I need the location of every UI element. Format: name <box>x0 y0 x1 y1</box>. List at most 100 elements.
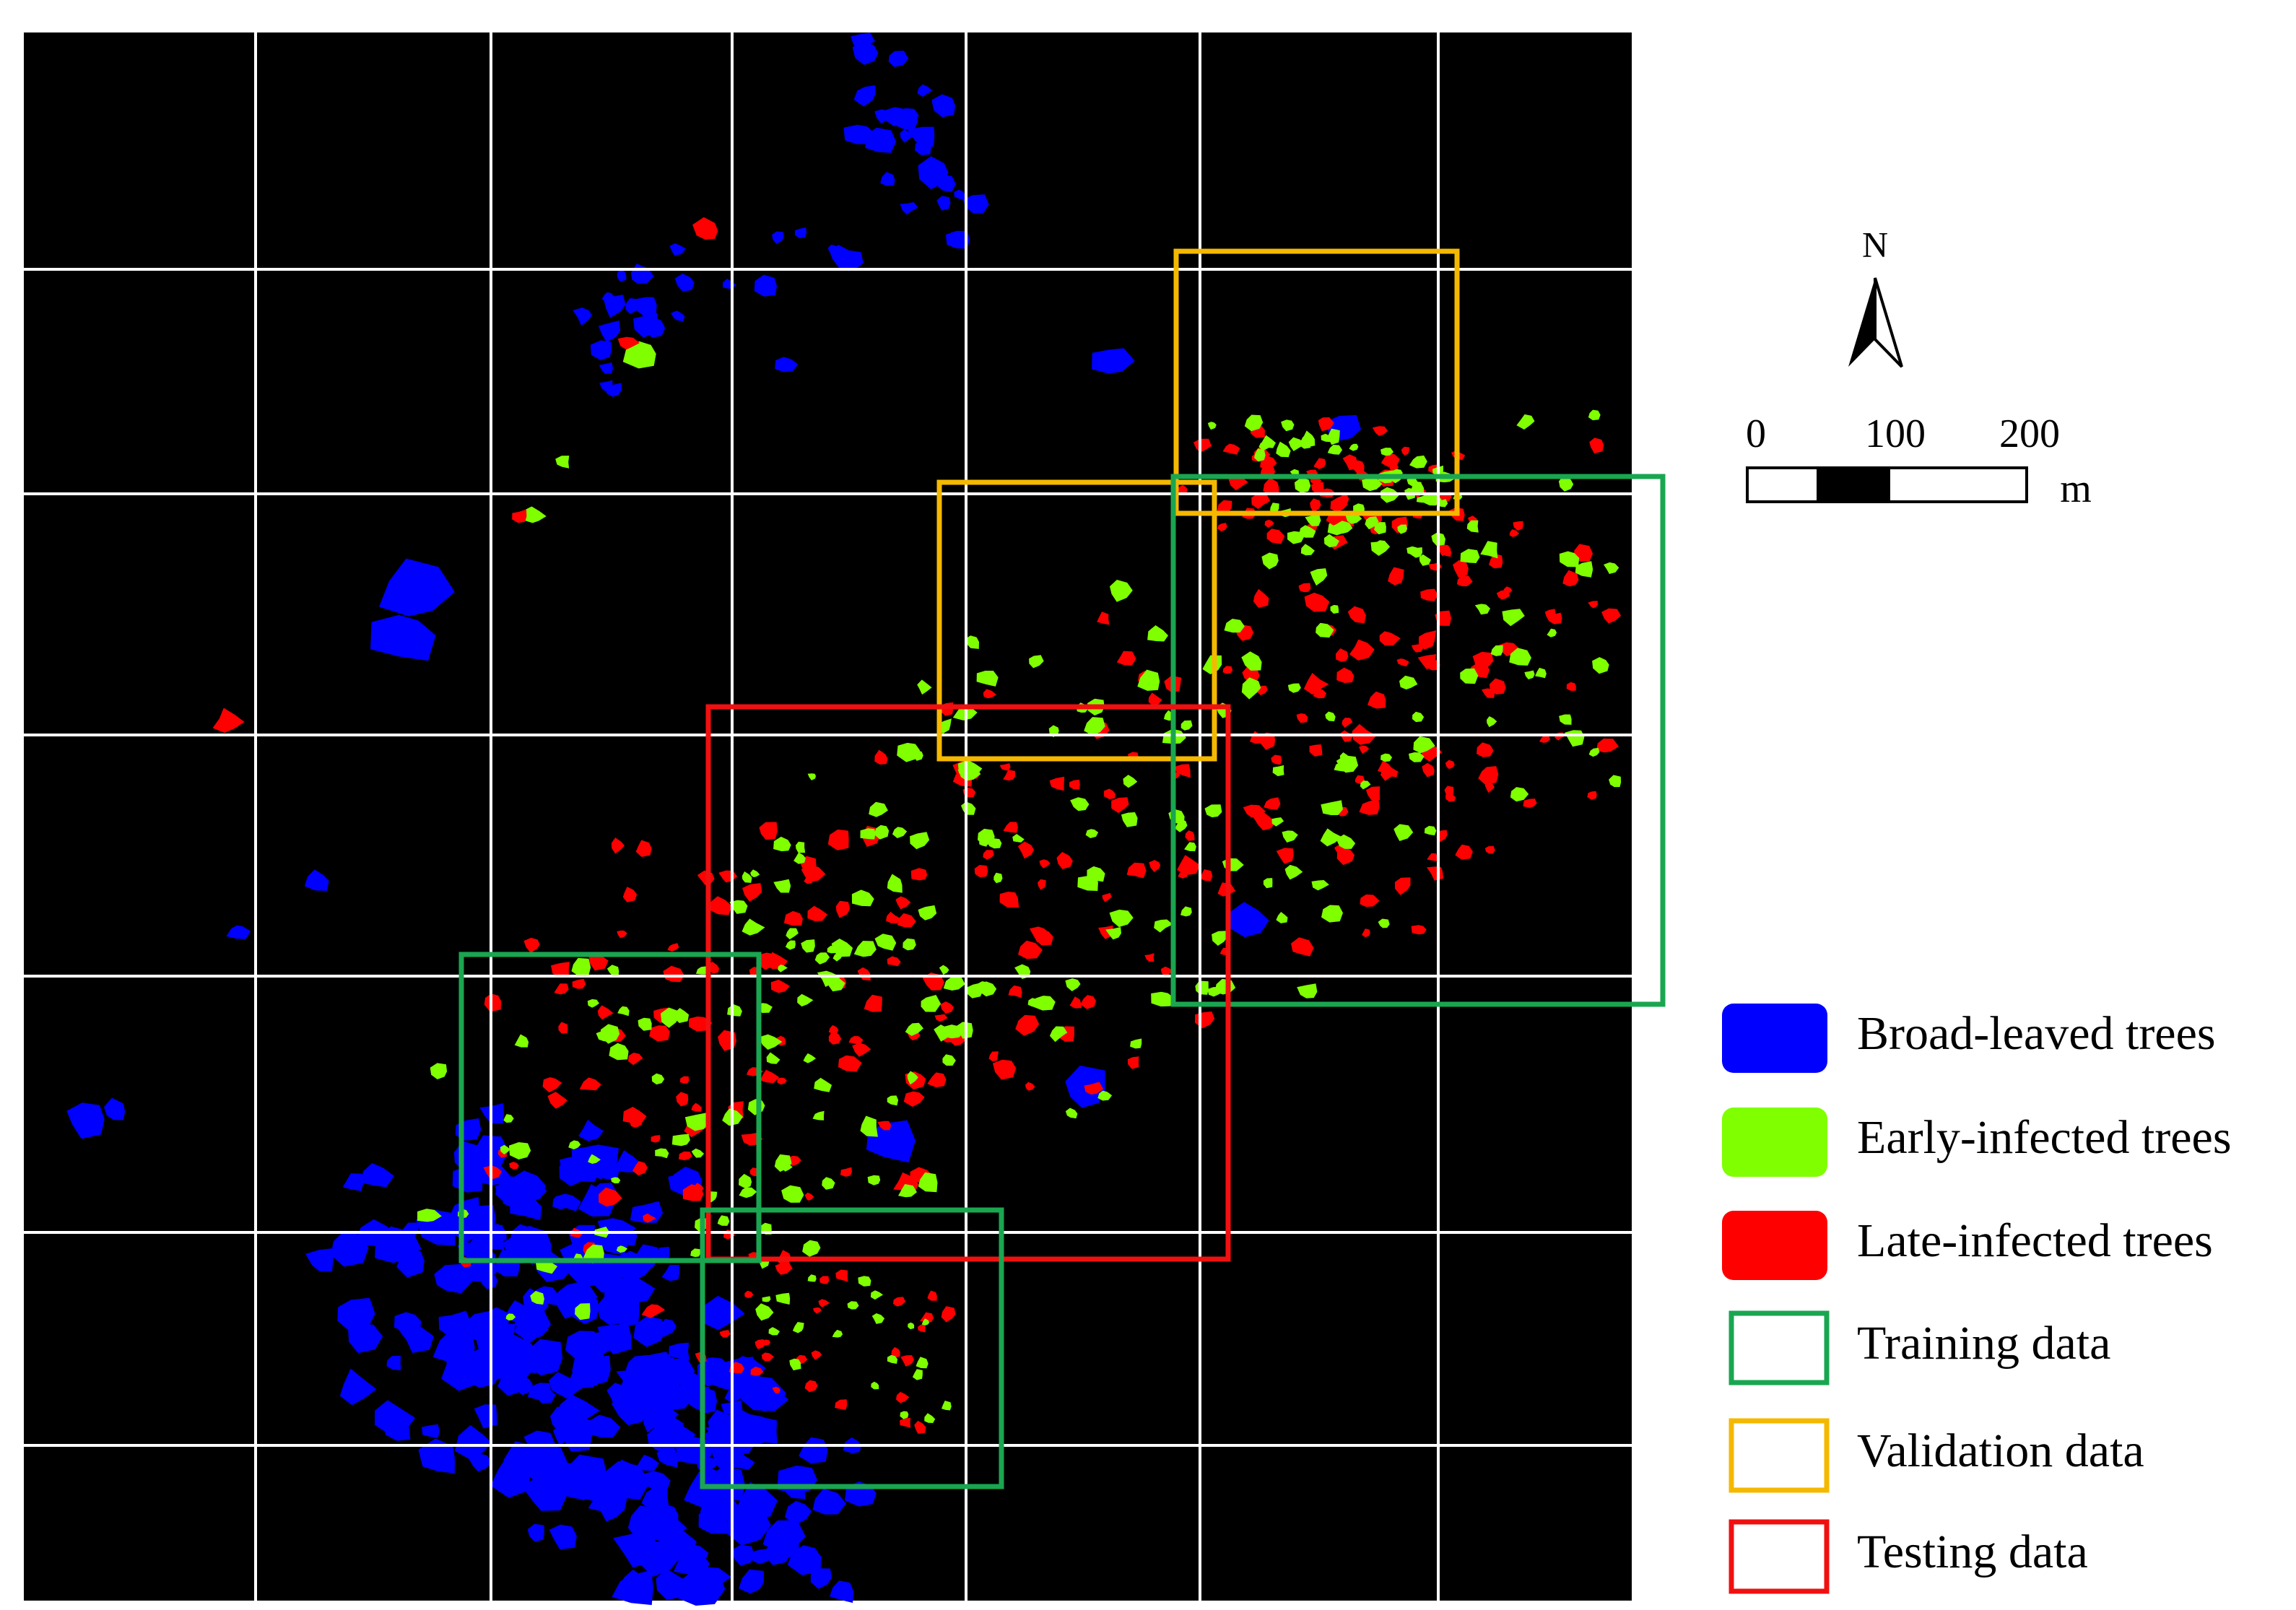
tree-patch <box>1049 776 1065 791</box>
tree-patch <box>1177 855 1201 876</box>
tree-patch <box>921 995 942 1012</box>
tree-patch <box>1330 604 1339 614</box>
tree-patch <box>1362 478 1383 492</box>
tree-patch <box>830 1580 854 1604</box>
tree-patch <box>1490 645 1503 656</box>
tree-patch <box>1003 822 1018 833</box>
tree-patch <box>555 1281 598 1319</box>
tree-patch <box>1411 925 1427 935</box>
tree-patch <box>434 1263 474 1294</box>
tree-patch <box>900 129 915 143</box>
tree-patch <box>852 41 879 65</box>
tree-patch <box>554 983 569 995</box>
tree-patch <box>1126 862 1147 879</box>
tree-patch <box>918 905 937 921</box>
tree-patch <box>898 1184 917 1198</box>
tree-patch <box>869 801 888 817</box>
tree-patch <box>622 1107 647 1123</box>
tree-patch <box>684 1471 726 1507</box>
tree-patch <box>648 1381 680 1407</box>
tree-patch <box>852 1043 871 1057</box>
tree-patch <box>1544 609 1556 621</box>
tree-patch <box>622 341 656 369</box>
tree-patch <box>1418 630 1437 650</box>
tree-patch <box>782 1163 793 1172</box>
validation-box <box>1173 248 1460 516</box>
tree-patch <box>848 1036 864 1045</box>
tree-patch <box>976 671 999 687</box>
tree-patch <box>1123 775 1138 788</box>
tree-patch <box>1103 788 1116 799</box>
tree-patch <box>1097 612 1110 625</box>
tree-patch <box>1294 477 1311 493</box>
tree-patch <box>838 250 864 271</box>
tree-patch <box>1609 775 1622 788</box>
tree-patch <box>909 1092 923 1104</box>
tree-patch <box>1281 419 1295 432</box>
tree-patch <box>1362 928 1370 938</box>
tree-patch <box>671 310 685 322</box>
tree-patch <box>1445 760 1455 770</box>
tree-patch <box>1065 1108 1078 1119</box>
tree-patch <box>764 952 788 970</box>
tree-patch <box>747 1505 767 1521</box>
tree-patch <box>777 1077 787 1085</box>
tree-patch <box>874 749 888 765</box>
tree-patch <box>1457 575 1473 586</box>
tree-patch <box>510 1224 537 1247</box>
tree-patch <box>988 1051 999 1061</box>
tree-patch <box>886 911 900 923</box>
tree-patch <box>871 1381 879 1390</box>
tree-patch <box>599 1187 622 1207</box>
tree-patch <box>903 938 916 951</box>
tree-patch <box>1029 926 1050 943</box>
tree-patch <box>1335 521 1353 534</box>
tree-patch <box>1360 894 1380 908</box>
tree-patch <box>739 1373 765 1394</box>
tree-patch <box>1147 625 1168 642</box>
tree-patch <box>851 889 874 907</box>
tree-patch <box>1313 458 1326 469</box>
scale-unit: m <box>2060 466 2092 511</box>
tree-patch <box>754 274 777 297</box>
legend-swatch <box>1728 1519 1830 1594</box>
tree-patch <box>611 837 625 854</box>
tree-patch <box>789 1358 801 1371</box>
tree-patch <box>1121 812 1138 827</box>
tree-patch <box>526 1339 563 1376</box>
tree-patch <box>1264 797 1281 810</box>
tree-patch <box>1200 869 1213 882</box>
tree-patch <box>579 1077 601 1091</box>
tree-patch <box>744 1290 754 1298</box>
tree-patch <box>755 1303 774 1321</box>
tree-patch <box>656 1568 694 1600</box>
tree-patch <box>557 1417 593 1452</box>
tree-patch <box>1342 454 1357 471</box>
tree-patch <box>1276 912 1288 923</box>
tree-patch <box>897 742 921 762</box>
tree-patch <box>920 1312 934 1323</box>
tree-patch <box>860 828 876 840</box>
tree-patch <box>66 1102 105 1139</box>
tree-patch <box>1380 753 1393 762</box>
legend-label: Validation data <box>1857 1424 2144 1477</box>
tree-patch <box>729 900 748 914</box>
tree-patch <box>736 1414 765 1450</box>
tree-patch <box>731 1451 755 1470</box>
tree-patch <box>750 869 760 877</box>
tree-patch <box>1160 966 1173 977</box>
tree-patch <box>572 978 586 989</box>
tree-patch <box>700 1357 724 1380</box>
tree-patch <box>1359 799 1380 815</box>
tree-patch <box>710 896 732 915</box>
scale-label: 100 <box>1865 412 1926 456</box>
tree-patch <box>1424 825 1437 836</box>
tree-patch <box>1401 446 1409 456</box>
tree-patch <box>1422 762 1435 778</box>
tree-patch <box>760 1069 780 1084</box>
legend-swatch <box>1722 1211 1827 1280</box>
tree-patch <box>843 124 876 144</box>
arrow-left <box>1848 278 1875 367</box>
tree-patch <box>900 1417 911 1428</box>
